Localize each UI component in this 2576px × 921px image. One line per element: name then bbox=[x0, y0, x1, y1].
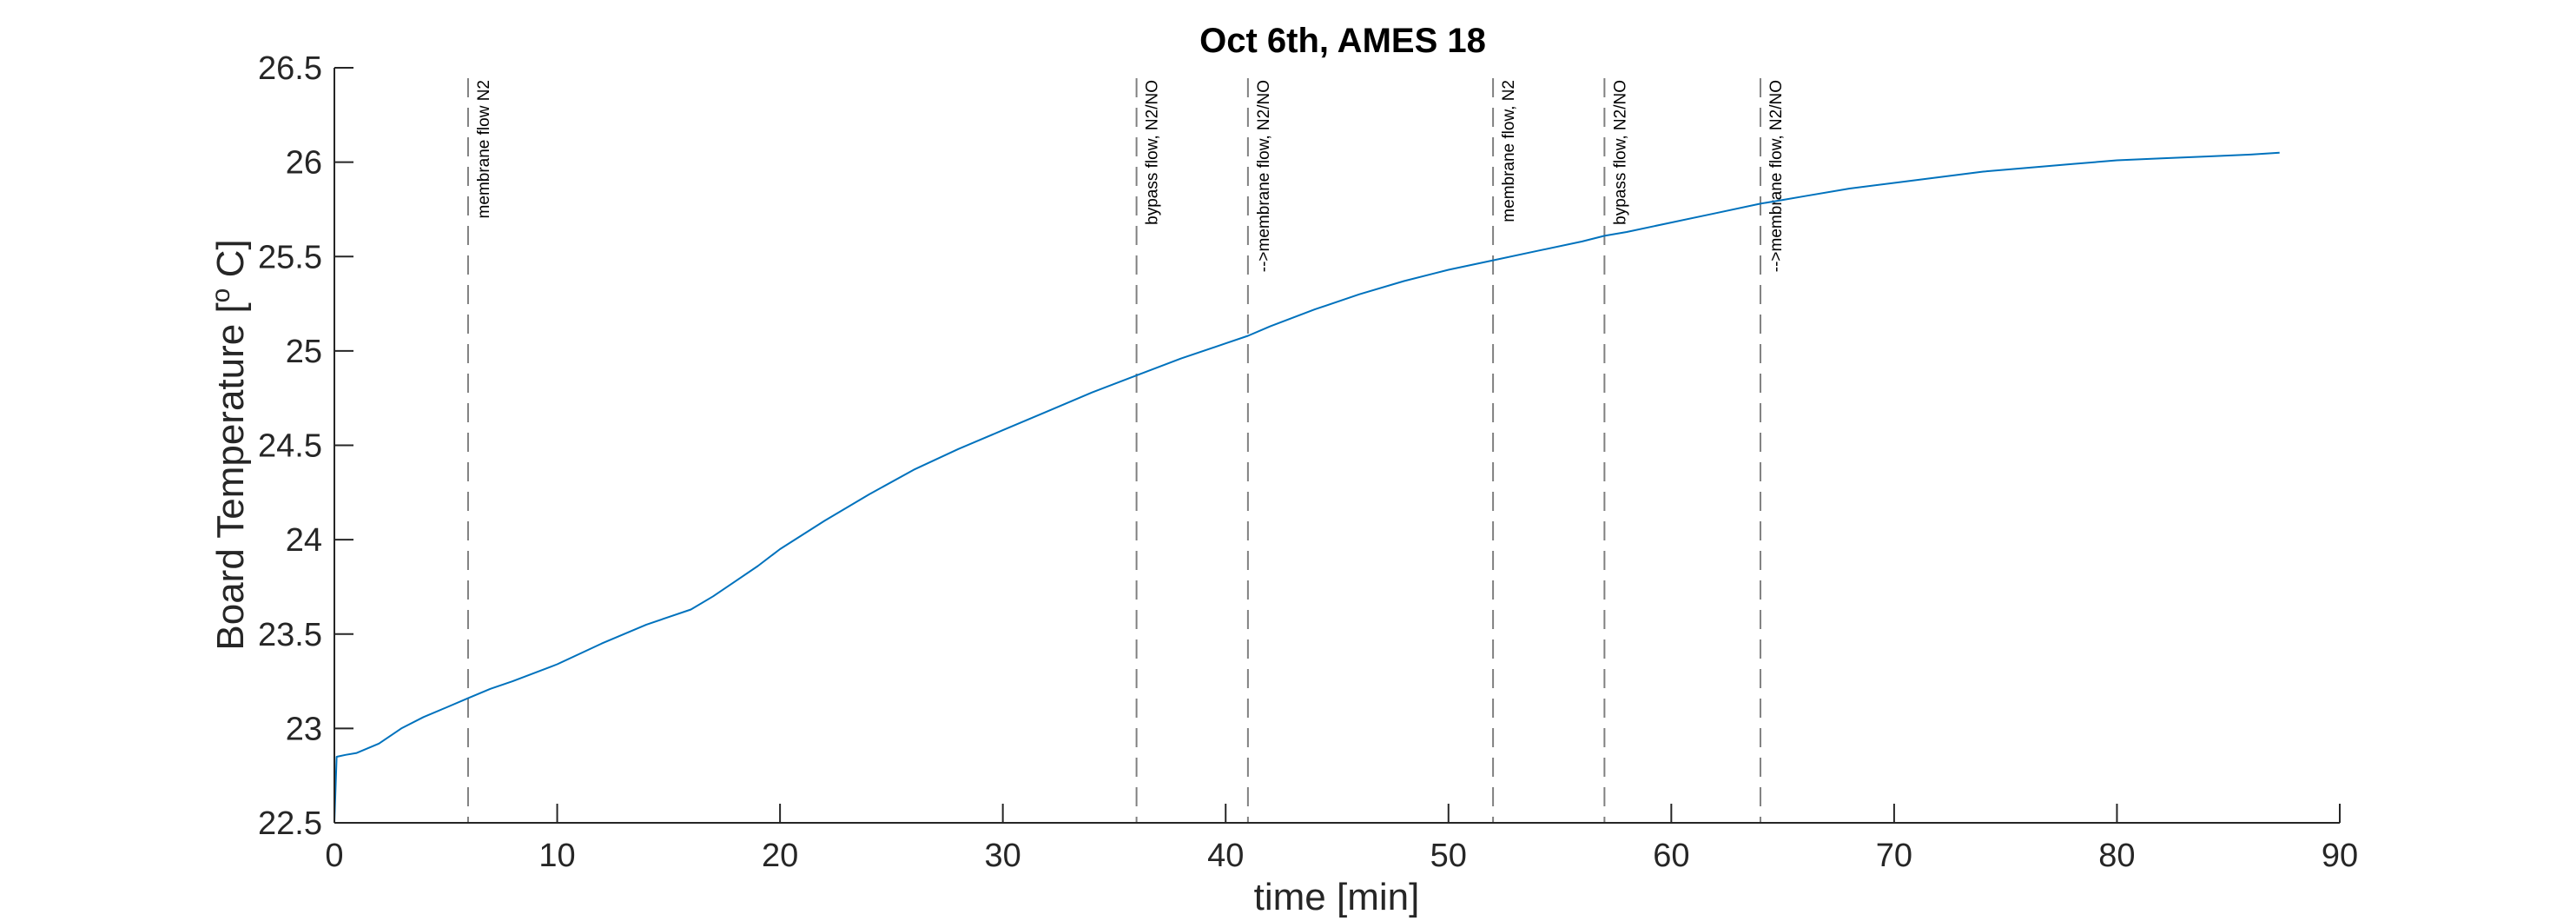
y-tick-label-3: 24 bbox=[286, 522, 322, 559]
y-axis-label-superscript: o bbox=[207, 288, 235, 303]
x-tick-label-9: 90 bbox=[2322, 838, 2358, 874]
x-tick-label-0: 0 bbox=[325, 838, 343, 874]
x-tick-label-1: 10 bbox=[538, 838, 575, 874]
y-axis-label: Board Temperature [o C] bbox=[207, 239, 252, 650]
series-line-0 bbox=[334, 151, 2280, 824]
y-tick-label-1: 23 bbox=[286, 711, 322, 747]
x-tick-label-6: 60 bbox=[1653, 838, 1689, 874]
y-tick-label-5: 25 bbox=[286, 334, 322, 370]
y-ticks: 22.5 23 23.5 24 24.5 25 25.5 26 26.5 bbox=[258, 50, 353, 842]
event-label-4: bypass flow, N2/NO bbox=[1611, 80, 1629, 225]
event-label-5: -->membrane flow, N2/NO bbox=[1767, 80, 1786, 272]
y-tick-label-6: 25.5 bbox=[258, 239, 322, 275]
y-axis-label-main: Board Temperature [ bbox=[209, 302, 252, 650]
y-tick-label-7: 26 bbox=[286, 145, 322, 182]
y-tick-label-2: 23.5 bbox=[258, 617, 322, 653]
y-tick-label-4: 24.5 bbox=[258, 428, 322, 465]
axes bbox=[334, 68, 2340, 824]
x-tick-label-5: 50 bbox=[1430, 838, 1467, 874]
chart-title: Oct 6th, AMES 18 bbox=[1199, 22, 1486, 60]
x-tick-label-2: 20 bbox=[762, 838, 798, 874]
x-tick-label-3: 30 bbox=[985, 838, 1021, 874]
x-tick-label-7: 70 bbox=[1876, 838, 1912, 874]
x-axis-label: time [min] bbox=[1254, 876, 1420, 918]
event-label-2: -->membrane flow, N2/NO bbox=[1255, 80, 1273, 272]
event-markers: membrane flow N2 bypass flow, N2/NO -->mem… bbox=[466, 78, 1786, 823]
y-tick-label-8: 26.5 bbox=[258, 50, 322, 87]
event-label-1: bypass flow, N2/NO bbox=[1144, 80, 1162, 225]
event-label-3: membrane flow, N2 bbox=[1500, 80, 1518, 222]
y-axis-label-unit: C] bbox=[209, 239, 252, 288]
series-layer bbox=[334, 151, 2280, 824]
x-ticks: 0 10 20 30 40 50 60 70 80 90 bbox=[325, 804, 2358, 874]
y-tick-label-0: 22.5 bbox=[258, 805, 322, 842]
x-tick-label-8: 80 bbox=[2098, 838, 2135, 874]
x-tick-label-4: 40 bbox=[1207, 838, 1244, 874]
event-label-0: membrane flow N2 bbox=[475, 80, 493, 218]
